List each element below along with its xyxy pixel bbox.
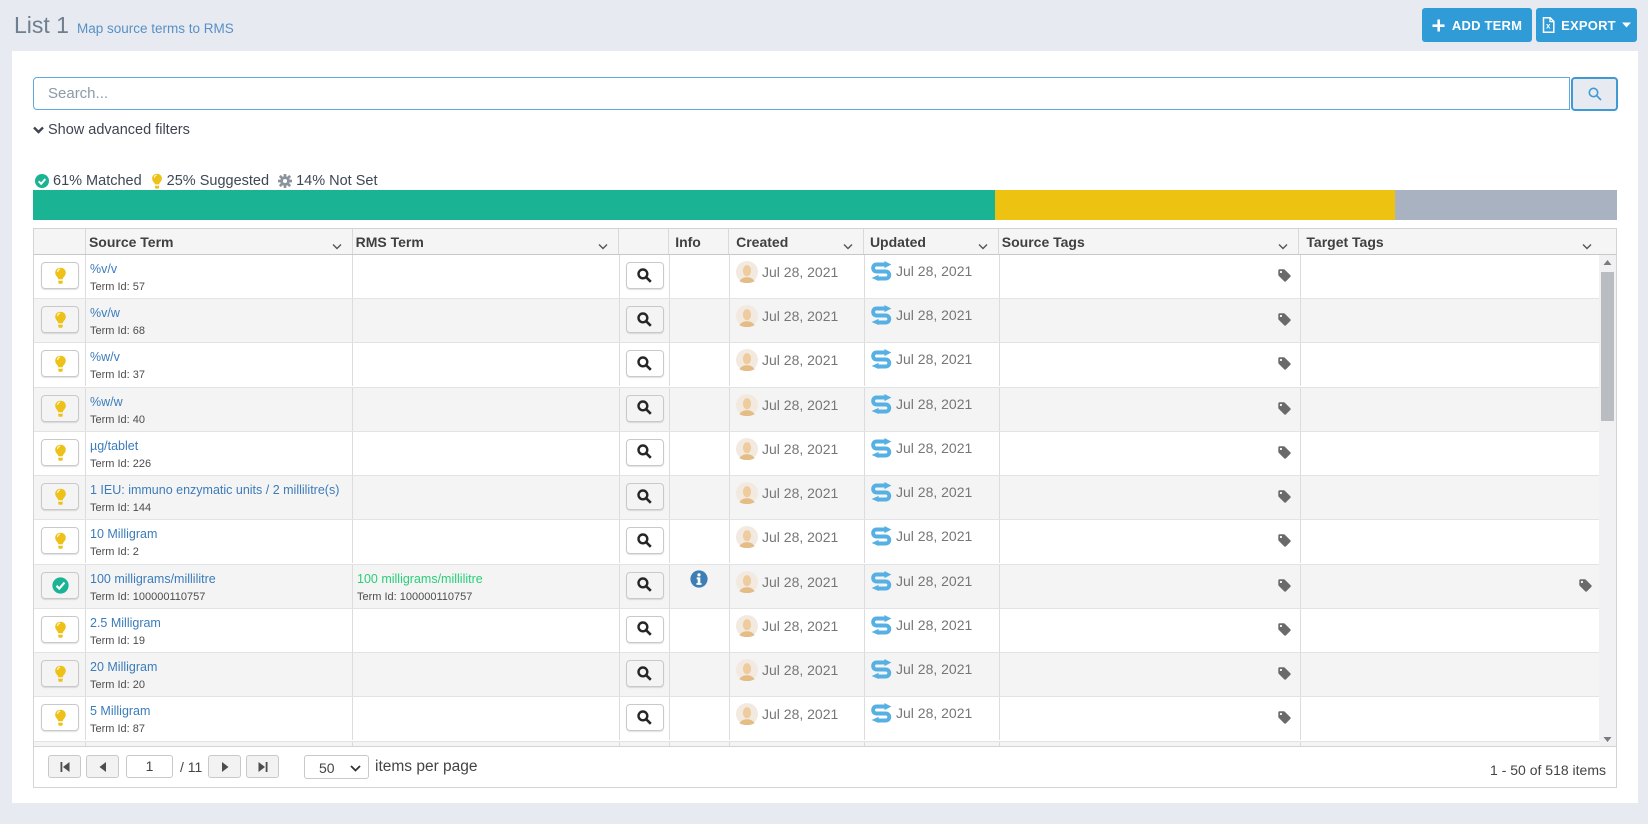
svg-text:x: x [1546,22,1551,31]
